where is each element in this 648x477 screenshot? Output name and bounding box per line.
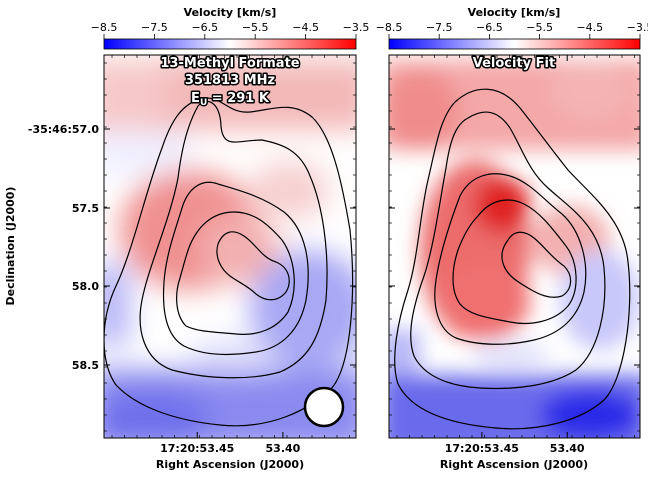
colorbar-label-left: Velocity [km/s] (184, 6, 277, 19)
velocity-map-left (104, 55, 356, 438)
plot-frame-right (388, 54, 641, 439)
annotation-line1: 13-Methyl Formate (160, 56, 299, 71)
y-tick-label: 58.5 (72, 359, 99, 372)
colorbar-tick-label: −5.5 (242, 21, 269, 34)
plot-frame-left (103, 54, 357, 439)
colorbar-ticks-left: −8.5 −7.5 −6.5 −5.5 −4.5 −3.5 (91, 21, 370, 39)
panel-left: Velocity [km/s] −8.5 −7.5 −6.5 −5.5 −4.5 −3.5 (4, 6, 370, 471)
x-axis-label-right: Right Ascension (J2000) (440, 458, 588, 471)
axis-ticks-right: 17:20:53.45 53.40 (389, 55, 640, 455)
colorbar-tick-label: −4.5 (292, 21, 319, 34)
colorbar-ticks-right: −8.5 −7.5 −6.5 −5.5 −4.5 −3.5 (376, 21, 648, 39)
panel-right: Velocity [km/s] −8.5 −7.5 −6.5 −5.5 −4.5 −3.5 (376, 6, 648, 471)
colorbar-tick-label: −6.5 (191, 21, 218, 34)
y-tick-label: -35:46:57.0 (28, 123, 99, 136)
colorbar-tick-label: −5.5 (526, 21, 553, 34)
x-tick-label: 53.40 (550, 442, 585, 455)
colorbar-label-right: Velocity [km/s] (468, 6, 561, 19)
contours-right (394, 88, 631, 430)
colorbar-tick-label: −6.5 (476, 21, 503, 34)
x-tick-label: 17:20:53.45 (160, 442, 234, 455)
y-tick-label: 57.5 (72, 202, 99, 215)
annotation-title-right: Velocity Fit (473, 56, 555, 71)
annotation-line3: EU = 291 K (191, 91, 270, 108)
colorbar-tick-label: −3.5 (627, 21, 648, 34)
annotation-line3-outline: EU = 291 K (191, 91, 270, 108)
y-axis-label: Declination (J2000) (4, 187, 17, 306)
colorbar-right (388, 38, 641, 50)
colorbar-tick-label: −7.5 (426, 21, 453, 34)
annotation-line1-outline: 13-Methyl Formate (160, 56, 299, 71)
colorbar-left (103, 38, 357, 50)
beam-ellipse (303, 386, 345, 428)
velocity-map-right (389, 55, 640, 438)
colorbar-tick-label: −4.5 (576, 21, 603, 34)
annotation-line2: 351813 MHz (185, 73, 275, 88)
axis-ticks-left: 17:20:53.45 53.40 -35:46:57.0 57.5 58.0 58.5 (28, 55, 356, 455)
colorbar-tick-label: −8.5 (376, 21, 403, 34)
x-tick-label: 17:20:53.45 (445, 442, 519, 455)
x-tick-label: 53.40 (266, 442, 301, 455)
x-axis-label-left: Right Ascension (J2000) (156, 458, 304, 471)
colorbar-tick-label: −8.5 (91, 21, 118, 34)
colorbar-tick-label: −7.5 (141, 21, 168, 34)
annotation-title-right-outline: Velocity Fit (473, 56, 555, 71)
contours-left (104, 97, 354, 427)
annotation-line2-outline: 351813 MHz (185, 73, 275, 88)
colorbar-tick-label: −3.5 (343, 21, 370, 34)
y-tick-label: 58.0 (72, 280, 99, 293)
